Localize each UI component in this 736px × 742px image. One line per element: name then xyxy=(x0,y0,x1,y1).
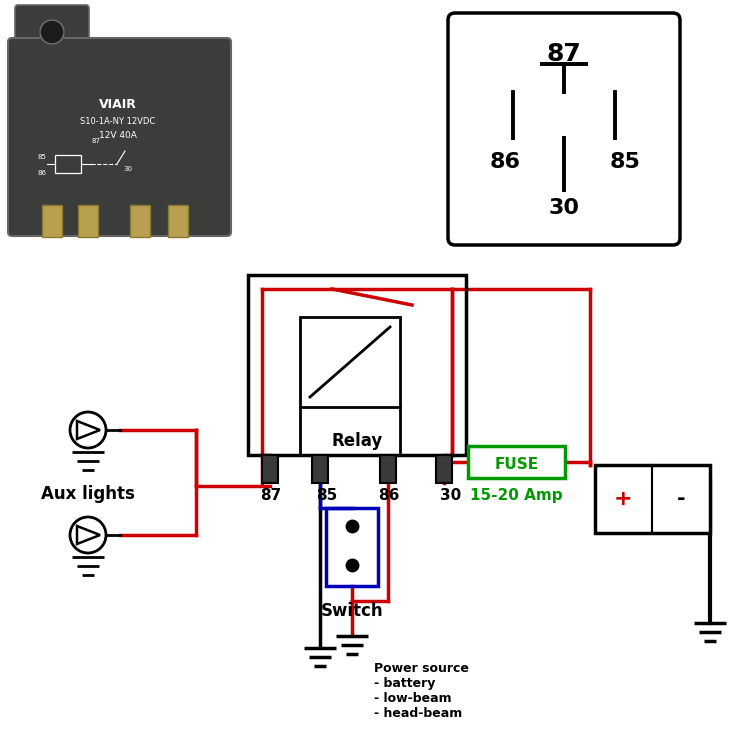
Bar xyxy=(248,275,466,455)
Text: Relay: Relay xyxy=(331,432,383,450)
Text: 86: 86 xyxy=(489,152,520,172)
Bar xyxy=(312,455,328,483)
Text: 15-20 Amp: 15-20 Amp xyxy=(470,488,563,503)
Text: 85: 85 xyxy=(609,152,640,172)
Text: VIAIR: VIAIR xyxy=(99,98,137,111)
FancyBboxPatch shape xyxy=(8,38,231,236)
Bar xyxy=(468,446,565,478)
Bar xyxy=(130,205,150,237)
Bar xyxy=(42,205,62,237)
Circle shape xyxy=(40,20,64,44)
Bar xyxy=(78,205,98,237)
Bar xyxy=(300,317,400,407)
Text: 85: 85 xyxy=(316,488,337,503)
Text: +: + xyxy=(614,489,632,509)
Text: 30: 30 xyxy=(123,166,132,172)
Text: 86: 86 xyxy=(378,488,400,503)
Bar xyxy=(436,455,452,483)
Text: 12V 40A: 12V 40A xyxy=(99,131,137,140)
FancyBboxPatch shape xyxy=(448,13,680,245)
FancyBboxPatch shape xyxy=(15,5,89,63)
Text: 86: 86 xyxy=(37,170,46,176)
Text: 30: 30 xyxy=(440,488,461,503)
Text: Aux lights: Aux lights xyxy=(41,485,135,503)
Bar xyxy=(55,155,81,173)
Text: FUSE: FUSE xyxy=(495,456,539,471)
Text: -: - xyxy=(676,489,685,509)
Text: Power source
- battery
- low-beam
- head-beam: Power source - battery - low-beam - head… xyxy=(374,662,469,720)
Bar xyxy=(380,455,396,483)
Text: S10-1A-NY 12VDC: S10-1A-NY 12VDC xyxy=(80,117,155,126)
Text: 87: 87 xyxy=(547,42,581,66)
Bar xyxy=(595,465,710,533)
Text: 85: 85 xyxy=(37,154,46,160)
Bar xyxy=(262,455,278,483)
Bar xyxy=(168,205,188,237)
Text: 87: 87 xyxy=(260,488,281,503)
Text: Switch: Switch xyxy=(321,602,383,620)
Text: 30: 30 xyxy=(548,198,579,218)
Text: 87: 87 xyxy=(91,138,100,144)
Bar xyxy=(326,508,378,586)
